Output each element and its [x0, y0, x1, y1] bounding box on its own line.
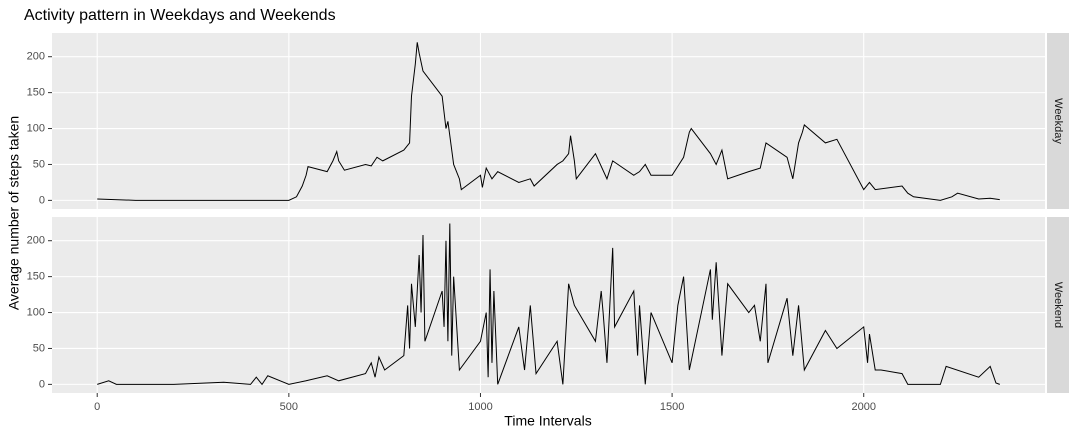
y-tick-label: 200: [27, 51, 45, 63]
chart-title: Activity pattern in Weekdays and Weekend…: [24, 7, 336, 24]
facet-label: Weekday: [1052, 98, 1064, 144]
x-tick-label: 500: [280, 401, 298, 413]
x-tick-label: 1000: [468, 401, 492, 413]
panel-background: [52, 33, 1045, 209]
y-tick-label: 50: [33, 158, 45, 170]
y-tick-label: 50: [33, 342, 45, 354]
data-line: [97, 42, 1000, 201]
facet-strip: [1047, 33, 1069, 209]
y-tick-label: 100: [27, 122, 45, 134]
facet-label: Weekend: [1052, 282, 1064, 328]
x-tick-label: 0: [94, 401, 100, 413]
y-tick-label: 200: [27, 235, 45, 247]
y-tick-label: 150: [27, 271, 45, 283]
y-tick-label: 150: [27, 87, 45, 99]
x-tick-label: 2000: [851, 401, 875, 413]
data-line: [97, 223, 1000, 386]
x-axis-label: Time Intervals: [504, 413, 591, 429]
y-tick-label: 100: [27, 306, 45, 318]
facet-strip: [1047, 217, 1069, 393]
y-tick-label: 0: [39, 378, 45, 390]
x-tick-label: 1500: [660, 401, 684, 413]
panel-background: [52, 217, 1045, 393]
y-tick-label: 0: [39, 194, 45, 206]
y-axis-label: Average number of steps taken: [6, 116, 22, 310]
